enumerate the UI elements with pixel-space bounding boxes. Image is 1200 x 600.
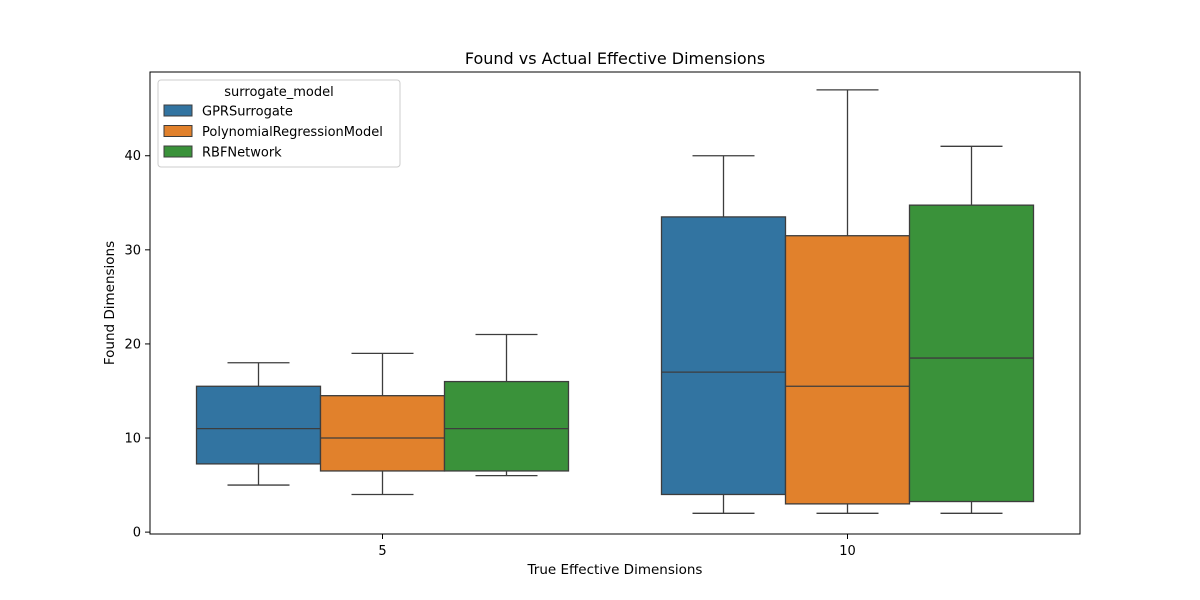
legend-swatch (163, 104, 193, 117)
chart-title: Found vs Actual Effective Dimensions (465, 49, 765, 68)
x-tick-label: 5 (378, 544, 386, 559)
box-iqr (319, 395, 446, 472)
plot-area (195, 89, 1035, 514)
box-iqr (908, 204, 1035, 503)
y-axis-label: Found Dimensions (102, 241, 118, 365)
box-RBFNetwork-5 (443, 333, 570, 477)
y-tick-label: 10 (124, 432, 141, 447)
box-GPRSurrogate-5 (195, 362, 322, 486)
box-iqr (784, 235, 911, 505)
box-PolynomialRegressionModel-5 (319, 352, 446, 496)
y-tick-label: 30 (124, 243, 141, 258)
legend-entry-label: GPRSurrogate (202, 105, 293, 120)
legend-box (157, 79, 401, 168)
y-tick-label: 20 (124, 337, 141, 352)
legend-swatch (163, 145, 193, 158)
axes-frame (149, 71, 1081, 535)
legend-swatch (163, 125, 193, 137)
x-tick-label: 10 (839, 544, 856, 559)
box-iqr (660, 216, 787, 496)
legend-entry-label: PolynomialRegressionModel (202, 125, 383, 140)
legend-entry-label: RBFNetwork (202, 146, 282, 161)
box-RBFNetwork-10 (908, 145, 1035, 514)
x-axis-ticks: 5 10 (378, 534, 856, 559)
legend-title: surrogate_model (224, 85, 333, 100)
legend: surrogate_model GPRSurrogate PolynomialReg… (157, 79, 401, 168)
y-tick-label: 0 (133, 526, 141, 541)
box-iqr (443, 380, 570, 472)
box-PolynomialRegressionModel-10 (784, 89, 911, 514)
box-iqr (195, 385, 322, 465)
box-GPRSurrogate-10 (660, 155, 787, 514)
y-axis-ticks: 0 10 20 30 40 (124, 149, 150, 541)
y-tick-label: 40 (124, 149, 141, 164)
x-axis-label: True Effective Dimensions (527, 562, 703, 578)
